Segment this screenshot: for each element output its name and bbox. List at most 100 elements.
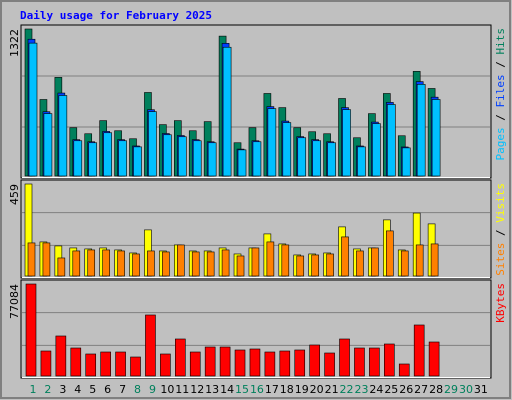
bar: [400, 250, 409, 277]
bar: [297, 137, 307, 177]
bar: [175, 338, 186, 377]
y-tick-label: 77084: [8, 284, 21, 319]
bar: [326, 253, 334, 277]
x-tick-label: 25: [384, 383, 398, 396]
bar: [177, 244, 185, 277]
bar: [189, 351, 201, 377]
bar: [192, 140, 202, 177]
legend-entry: Sites: [494, 243, 507, 276]
y-tick-label: 459: [8, 184, 21, 205]
bar: [163, 134, 172, 177]
x-tick-label: 9: [149, 383, 156, 396]
legend-separator: /: [494, 55, 507, 75]
bar: [148, 111, 157, 177]
legend-entry: Hits: [494, 28, 507, 55]
bar: [356, 250, 364, 277]
bar: [249, 348, 261, 377]
bar: [296, 255, 305, 277]
bar: [57, 257, 66, 277]
bar: [354, 347, 365, 377]
x-tick-label: 7: [119, 383, 126, 396]
bar: [398, 363, 410, 377]
x-tick-label: 26: [399, 383, 413, 396]
bar: [115, 351, 126, 377]
bar: [204, 346, 216, 377]
bar: [267, 108, 277, 177]
x-tick-label: 28: [429, 383, 443, 396]
x-tick-label: 29: [444, 383, 458, 396]
bar: [384, 343, 395, 377]
y-tick-label: 1322: [8, 29, 21, 57]
x-tick-label: 31: [474, 383, 488, 396]
bar: [324, 352, 335, 377]
x-tick-label: 8: [134, 383, 141, 396]
x-tick-label: 17: [265, 383, 279, 396]
x-tick-label: 10: [160, 383, 174, 396]
bar: [281, 244, 290, 277]
bar: [70, 347, 82, 377]
bar: [294, 349, 306, 377]
bar: [85, 353, 97, 377]
bar: [133, 146, 142, 177]
x-tick-label: 15: [235, 383, 249, 396]
bar: [251, 247, 260, 277]
bar: [87, 249, 96, 277]
bar: [88, 142, 98, 177]
x-tick-label: 1: [30, 383, 37, 396]
bar: [25, 283, 37, 377]
bar: [428, 341, 440, 377]
chart-title: Daily usage for February 2025: [20, 9, 212, 22]
x-tick-label: 2: [44, 383, 51, 396]
bar: [55, 335, 67, 377]
bar: [252, 141, 262, 177]
bar: [117, 250, 125, 277]
bar: [178, 136, 187, 177]
bar: [222, 46, 232, 177]
x-tick-label: 6: [104, 383, 111, 396]
bar: [40, 350, 52, 377]
x-tick-label: 5: [89, 383, 96, 396]
bar: [42, 242, 51, 277]
legend-entry: Visits: [494, 183, 507, 223]
x-tick-label: 23: [354, 383, 368, 396]
bar: [102, 249, 110, 277]
legend-entry: Files: [494, 74, 507, 107]
bar: [221, 249, 230, 277]
x-tick-label: 22: [340, 383, 354, 396]
bar: [311, 254, 319, 277]
bar: [43, 113, 53, 177]
legend-entry: KBytes: [494, 283, 507, 323]
bar: [118, 140, 127, 177]
bar: [147, 250, 155, 277]
bar: [191, 251, 200, 277]
bar: [130, 356, 141, 377]
x-tick-label: 30: [459, 383, 473, 396]
legend-separator: /: [494, 223, 507, 243]
bar: [160, 353, 171, 377]
bar: [282, 122, 292, 177]
bar: [401, 147, 411, 177]
legend: Pages / Files / Hits: [494, 28, 507, 161]
bar: [237, 149, 247, 177]
bar: [73, 140, 83, 177]
x-tick-label: 3: [59, 383, 66, 396]
x-tick-label: 18: [280, 383, 294, 396]
bar: [236, 255, 245, 277]
x-tick-label: 21: [325, 383, 339, 396]
bar: [103, 132, 112, 177]
bar: [339, 338, 350, 377]
x-tick-label: 4: [74, 383, 81, 396]
bar: [387, 104, 396, 177]
legend: KBytes: [494, 283, 507, 323]
bar: [372, 123, 381, 177]
bar: [416, 84, 426, 177]
bar: [413, 324, 425, 377]
bar: [327, 142, 336, 177]
x-tick-label: 20: [310, 383, 324, 396]
legend-entry: Pages: [494, 127, 507, 160]
bar: [264, 351, 276, 377]
bar: [279, 350, 291, 377]
bar: [28, 42, 38, 177]
